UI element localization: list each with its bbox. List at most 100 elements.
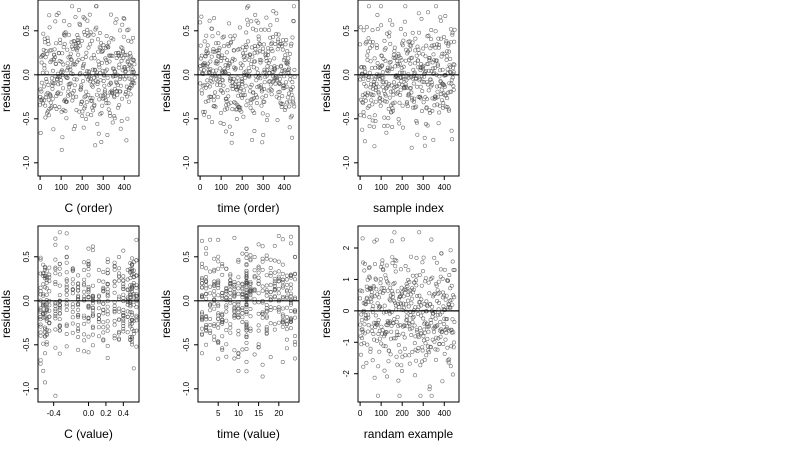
data-point xyxy=(53,257,58,262)
data-point xyxy=(38,358,43,363)
data-point xyxy=(57,324,62,329)
data-point xyxy=(243,48,248,53)
data-point xyxy=(208,308,213,313)
data-point xyxy=(41,368,46,373)
data-point xyxy=(88,42,93,47)
data-point xyxy=(449,89,454,94)
data-point xyxy=(201,72,206,77)
data-point xyxy=(361,101,366,106)
data-point xyxy=(442,351,447,356)
data-point xyxy=(230,107,235,112)
y-tick-label: 0.0 xyxy=(22,295,31,307)
data-point xyxy=(59,59,64,64)
data-point xyxy=(96,317,101,322)
data-point xyxy=(224,103,229,108)
data-point xyxy=(68,67,73,72)
data-point xyxy=(371,304,376,309)
data-point xyxy=(248,101,253,106)
data-point xyxy=(391,92,396,97)
data-point xyxy=(118,83,123,88)
data-point xyxy=(112,69,117,74)
data-point xyxy=(253,12,258,17)
data-point xyxy=(104,33,109,38)
data-point xyxy=(258,60,263,65)
data-point xyxy=(128,302,133,307)
data-point xyxy=(101,301,106,306)
data-point xyxy=(200,331,205,336)
data-point xyxy=(429,393,434,398)
data-point xyxy=(292,339,297,344)
data-point xyxy=(125,58,130,63)
data-point xyxy=(265,64,270,69)
data-point xyxy=(125,330,130,335)
data-point xyxy=(263,53,268,58)
data-point xyxy=(428,302,433,307)
data-point xyxy=(99,41,104,46)
data-point xyxy=(205,78,210,83)
scatter-panel-4: -0.4 0.0 0.2 0.4-1.0-0.50.00.5C (value)resi… xyxy=(0,225,140,441)
data-point xyxy=(125,94,130,99)
data-point xyxy=(378,264,383,269)
data-point xyxy=(364,360,369,365)
data-point xyxy=(396,51,401,56)
data-point xyxy=(53,313,58,318)
x-tick-label: 0.2 xyxy=(100,409,112,418)
data-point xyxy=(366,265,371,270)
data-point xyxy=(275,118,280,123)
data-point xyxy=(217,80,222,85)
data-point xyxy=(200,311,205,316)
x-tick-label: 0 xyxy=(358,409,363,418)
data-point xyxy=(429,80,434,85)
data-point xyxy=(47,328,52,333)
data-point xyxy=(390,125,395,130)
data-point xyxy=(96,325,101,330)
data-point xyxy=(224,303,229,308)
data-point xyxy=(260,259,265,264)
data-point xyxy=(447,89,452,94)
data-point xyxy=(427,55,432,60)
data-point xyxy=(221,34,226,39)
data-point xyxy=(118,89,123,94)
points-group xyxy=(38,230,139,398)
data-point xyxy=(372,294,377,299)
data-point xyxy=(287,125,292,130)
data-point xyxy=(47,25,52,30)
data-point xyxy=(407,279,412,284)
x-tick-label: 200 xyxy=(76,183,90,192)
data-point xyxy=(402,346,407,351)
data-point xyxy=(432,58,437,63)
data-point xyxy=(268,290,273,295)
data-point xyxy=(390,289,395,294)
data-point xyxy=(256,311,261,316)
data-point xyxy=(254,28,259,33)
data-point xyxy=(96,319,101,324)
data-point xyxy=(256,266,261,271)
data-point xyxy=(417,51,422,56)
data-point xyxy=(449,81,454,86)
data-point xyxy=(216,281,221,286)
data-point xyxy=(39,89,44,94)
data-point xyxy=(236,315,241,320)
data-point xyxy=(244,289,249,294)
data-point xyxy=(111,66,116,71)
data-point xyxy=(125,287,130,292)
data-point xyxy=(239,93,244,98)
data-point xyxy=(380,328,385,333)
data-point xyxy=(213,90,218,95)
data-point xyxy=(216,316,221,321)
data-point xyxy=(134,305,139,310)
data-point xyxy=(449,344,454,349)
data-point xyxy=(276,307,281,312)
data-point xyxy=(369,290,374,295)
data-point xyxy=(361,28,366,33)
data-point xyxy=(90,332,95,337)
data-point xyxy=(418,363,423,368)
data-point xyxy=(218,58,223,63)
y-tick-label: 0.5 xyxy=(182,251,191,263)
data-point xyxy=(240,251,245,256)
data-point xyxy=(231,36,236,41)
data-point xyxy=(412,323,417,328)
data-point xyxy=(105,328,110,333)
data-point xyxy=(232,48,237,53)
data-point xyxy=(388,298,393,303)
